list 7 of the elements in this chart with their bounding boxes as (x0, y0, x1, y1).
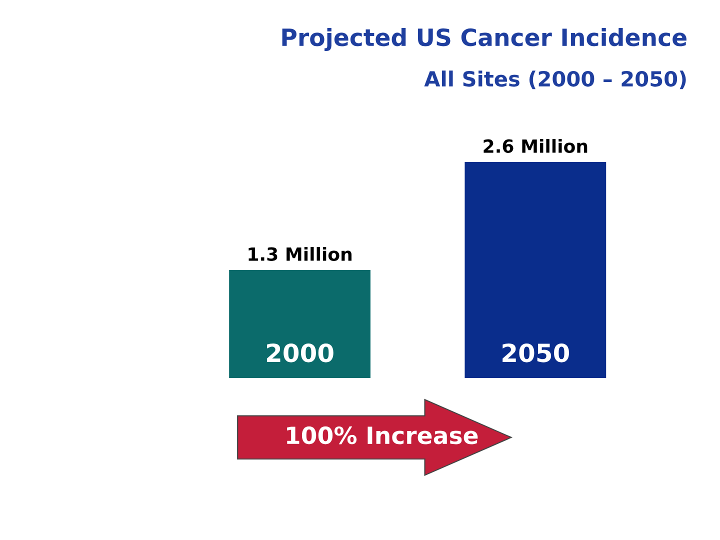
x-tick-label: 2000 (266, 343, 334, 362)
x-tick-label: 2050 (502, 343, 570, 362)
data-label: 2.6 Million (484, 138, 588, 153)
chart-subtitle: All Sites (2000 – 2050) (424, 70, 686, 90)
data-label: 1.3 Million (248, 246, 352, 261)
text: 100% Increase (287, 426, 478, 444)
chart-title: Projected US Cancer Incidence (282, 28, 686, 51)
